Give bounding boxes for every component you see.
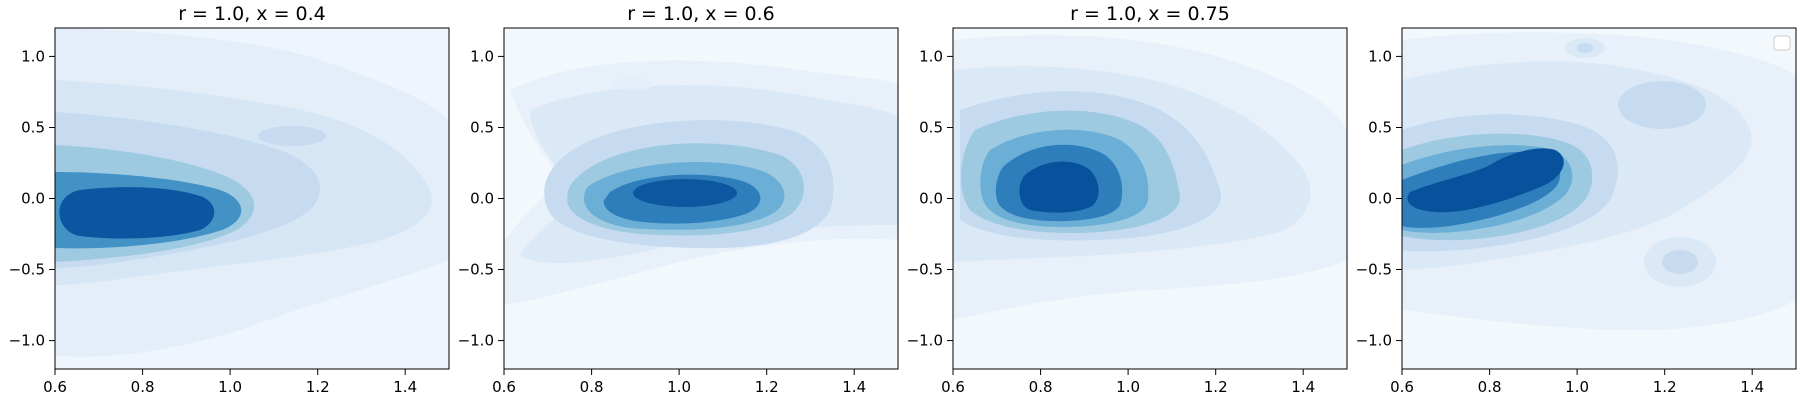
y-tick-label: 0.0 xyxy=(21,190,45,208)
subplot-3-contours xyxy=(953,28,1347,369)
contour-secondary xyxy=(610,78,654,90)
x-tick-label: 1.0 xyxy=(218,378,242,396)
y-tick-label: 1.0 xyxy=(919,47,943,65)
y-tick-label: 0.0 xyxy=(1368,190,1392,208)
x-tick-label: 1.0 xyxy=(1116,378,1140,396)
y-tick-label: 0.0 xyxy=(470,190,494,208)
x-tick-label: 1.4 xyxy=(393,378,417,396)
y-tick-label: 0.5 xyxy=(470,119,494,137)
subplot-1-axes: 0.6 0.8 1.0 1.2 1.4 1.0 0.5 0.0 −0.5 −1.… xyxy=(9,47,418,396)
subplot-4-contours xyxy=(1402,28,1796,369)
y-tick-label: 0.5 xyxy=(1368,119,1392,137)
contour-level-8 xyxy=(633,179,737,207)
y-tick-label: 1.0 xyxy=(21,47,45,65)
x-tick-label: 1.2 xyxy=(1653,378,1677,396)
contour-secondary xyxy=(1662,250,1698,274)
x-tick-label: 0.8 xyxy=(1478,378,1502,396)
y-tick-label: 0.5 xyxy=(919,119,943,137)
y-tick-label: 1.0 xyxy=(470,47,494,65)
x-tick-label: 1.4 xyxy=(1740,378,1764,396)
contour-level-7 xyxy=(59,187,215,239)
x-tick-label: 1.4 xyxy=(1291,378,1315,396)
x-tick-label: 1.2 xyxy=(1204,378,1228,396)
x-tick-label: 1.4 xyxy=(842,378,866,396)
y-tick-label: −0.5 xyxy=(907,261,943,279)
contour-secondary xyxy=(258,126,326,146)
x-tick-label: 0.6 xyxy=(941,378,965,396)
subplot-3-title: r = 1.0, x = 0.75 xyxy=(1070,3,1230,25)
y-tick-label: −0.5 xyxy=(9,261,45,279)
subplot-2-axes: 0.6 0.8 1.0 1.2 1.4 1.0 0.5 0.0 −0.5 −1.… xyxy=(458,47,867,396)
x-tick-label: 1.2 xyxy=(755,378,779,396)
subplot-1-title: r = 1.0, x = 0.4 xyxy=(178,3,326,25)
contour-level-8 xyxy=(1019,161,1099,213)
x-tick-label: 1.0 xyxy=(667,378,691,396)
x-tick-label: 0.8 xyxy=(131,378,155,396)
x-tick-label: 1.0 xyxy=(1565,378,1589,396)
contour-secondary xyxy=(1618,81,1706,129)
subplot-2: r = 1.0, x = 0.6 0.6 0.8 1.0 1.2 1.4 xyxy=(458,3,899,396)
subplot-1-contours xyxy=(55,28,449,369)
contour-level-8 xyxy=(1407,148,1564,213)
x-tick-label: 0.8 xyxy=(580,378,604,396)
x-tick-label: 0.6 xyxy=(492,378,516,396)
subplot-1: r = 1.0, x = 0.4 0.6 0.8 1.0 1.2 1.4 xyxy=(9,3,450,396)
x-tick-label: 0.6 xyxy=(1390,378,1414,396)
x-tick-label: 0.6 xyxy=(43,378,67,396)
subplot-3: r = 1.0, x = 0.75 0.6 0.8 1.0 1.2 1.4 xyxy=(907,3,1348,396)
subplot-3-axes: 0.6 0.8 1.0 1.2 1.4 1.0 0.5 0.0 −0.5 −1.… xyxy=(907,47,1316,396)
contour-secondary xyxy=(1577,43,1593,53)
y-tick-label: −1.0 xyxy=(458,332,494,350)
x-tick-label: 1.2 xyxy=(306,378,330,396)
subplot-4: 0.6 0.8 1.0 1.2 1.4 1.0 0.5 0.0 −0.5 −1.… xyxy=(1356,27,1797,396)
y-tick-label: −1.0 xyxy=(907,332,943,350)
y-tick-label: 0.5 xyxy=(21,119,45,137)
subplot-4-axes: 0.6 0.8 1.0 1.2 1.4 1.0 0.5 0.0 −0.5 −1.… xyxy=(1356,47,1765,396)
legend xyxy=(1773,35,1791,51)
y-tick-label: −1.0 xyxy=(1356,332,1392,350)
y-tick-label: 1.0 xyxy=(1368,47,1392,65)
y-tick-label: −1.0 xyxy=(9,332,45,350)
y-tick-label: −0.5 xyxy=(458,261,494,279)
y-tick-label: −0.5 xyxy=(1356,261,1392,279)
subplot-2-contours xyxy=(504,28,898,369)
y-tick-label: 0.0 xyxy=(919,190,943,208)
x-tick-label: 0.8 xyxy=(1029,378,1053,396)
subplot-2-title: r = 1.0, x = 0.6 xyxy=(627,3,775,25)
